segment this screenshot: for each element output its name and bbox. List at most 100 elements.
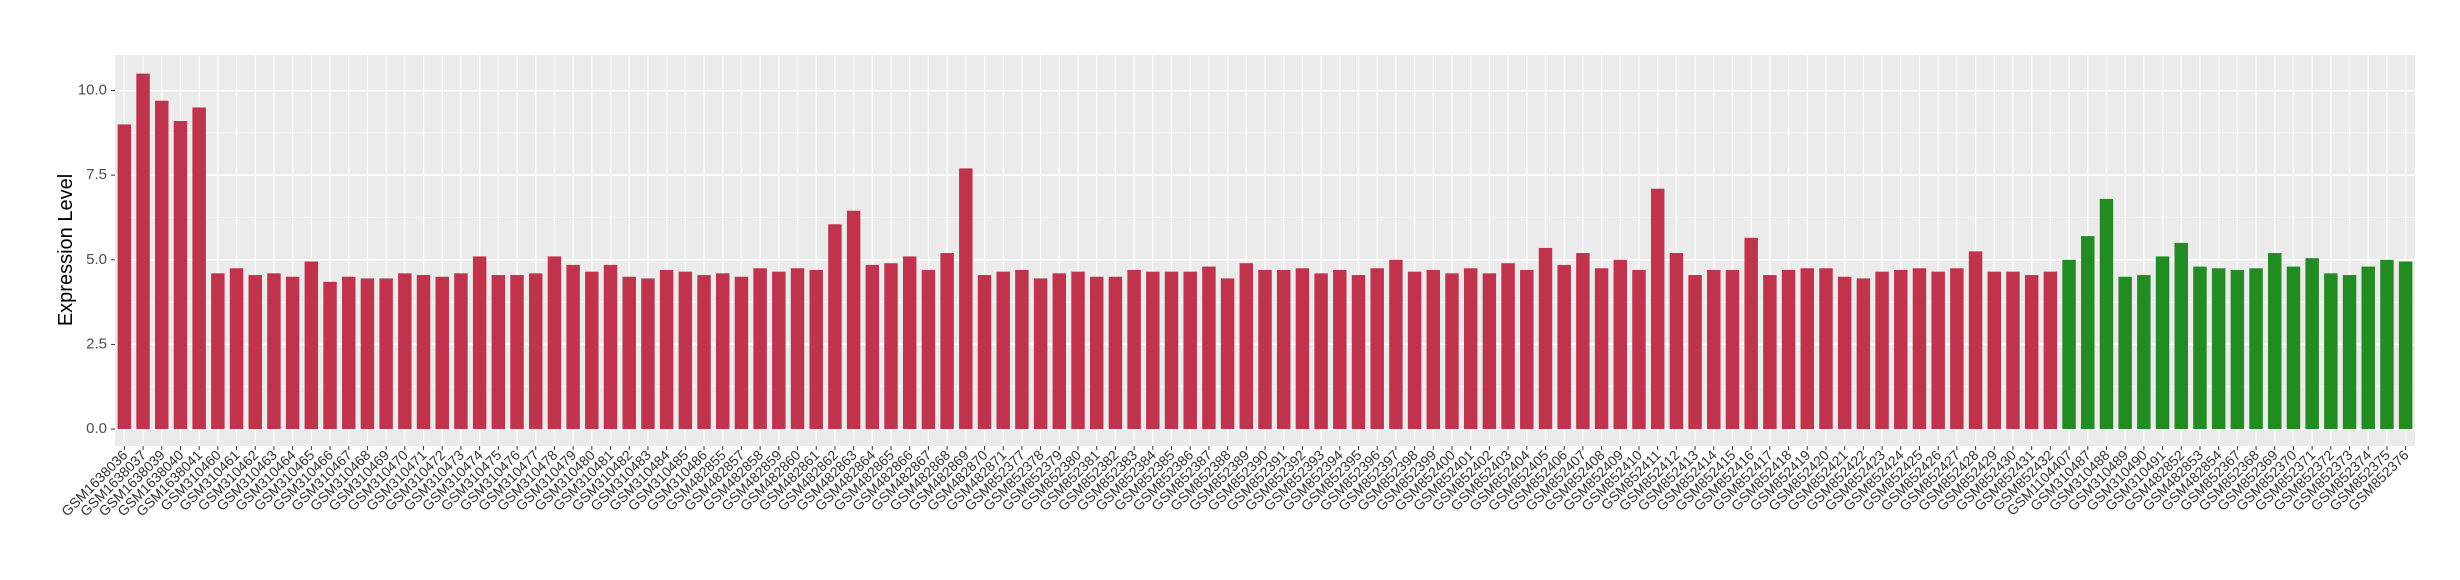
bar	[360, 278, 375, 430]
bar	[2024, 275, 2039, 430]
bar	[1258, 269, 1272, 430]
bar	[566, 264, 580, 430]
bar	[547, 256, 562, 430]
bar	[155, 100, 169, 430]
bar	[1033, 278, 1048, 430]
bar	[304, 261, 319, 430]
bar	[1164, 271, 1179, 430]
bar	[248, 275, 262, 430]
bar	[211, 273, 225, 430]
bar	[2062, 259, 2076, 430]
bar	[585, 271, 599, 430]
bar	[2193, 266, 2207, 430]
bar	[1071, 271, 1085, 430]
bar	[2249, 268, 2263, 430]
y-axis-title: Expression Level	[55, 174, 77, 326]
bar	[2155, 256, 2170, 430]
bar	[1669, 253, 1684, 430]
bar	[641, 278, 655, 430]
bar	[1800, 268, 1815, 430]
bar	[1426, 269, 1441, 430]
bar	[1015, 269, 1029, 430]
bar	[2324, 273, 2338, 430]
bar	[1688, 275, 1702, 430]
bar	[1220, 278, 1235, 430]
bar	[921, 269, 936, 430]
bar	[2398, 261, 2413, 430]
bar	[940, 253, 954, 430]
bar	[1781, 269, 1796, 430]
bar	[1445, 273, 1459, 430]
bar	[715, 273, 730, 430]
bar	[267, 273, 281, 430]
bar	[2174, 242, 2188, 430]
bar	[1501, 263, 1515, 430]
bar	[1146, 271, 1160, 430]
bar	[884, 263, 898, 430]
bar	[1968, 251, 1983, 430]
bar	[342, 276, 356, 430]
bar	[1987, 271, 2001, 430]
bar	[1819, 268, 1833, 430]
bar	[1052, 273, 1067, 430]
bar	[1856, 278, 1871, 430]
bar	[323, 281, 337, 430]
bar	[2211, 268, 2226, 430]
bar	[2043, 271, 2058, 430]
bar	[902, 256, 917, 430]
bar	[1707, 269, 1721, 430]
bar	[2118, 276, 2132, 430]
bar	[285, 276, 300, 430]
bar	[734, 276, 749, 430]
bar	[1632, 269, 1646, 430]
bar	[1837, 276, 1852, 430]
bar	[1276, 269, 1291, 430]
bar	[1295, 268, 1310, 430]
bar	[622, 276, 636, 430]
y-tick-label: 7.5	[86, 166, 107, 183]
y-tick-label: 2.5	[86, 335, 107, 352]
bar	[2380, 259, 2394, 430]
bar	[772, 271, 786, 430]
bar	[472, 256, 487, 430]
bar	[809, 269, 823, 430]
y-tick-label: 5.0	[86, 251, 107, 268]
bar	[1389, 259, 1403, 430]
bar	[2137, 275, 2151, 430]
bar	[2230, 269, 2245, 430]
bar	[491, 275, 506, 430]
bar	[117, 124, 132, 430]
bar	[529, 273, 543, 430]
bar	[454, 273, 468, 430]
bar	[996, 271, 1010, 430]
y-tick-label: 10.0	[78, 82, 107, 99]
bar	[1463, 268, 1478, 430]
bar	[697, 275, 711, 430]
bar	[2081, 236, 2095, 430]
bar	[846, 210, 861, 430]
bar	[229, 268, 244, 430]
bar	[790, 268, 805, 430]
bar	[1557, 264, 1571, 430]
bar	[1520, 269, 1534, 430]
bar	[1370, 268, 1384, 430]
bar	[1108, 276, 1123, 430]
bar	[2361, 266, 2375, 430]
bar	[1912, 268, 1927, 430]
bar	[977, 275, 992, 430]
bar	[1333, 269, 1347, 430]
y-tick-label: 0.0	[86, 420, 107, 437]
bar	[1202, 266, 1216, 430]
bar	[435, 276, 449, 430]
bar	[1239, 263, 1254, 430]
bar	[1351, 275, 1366, 430]
bar	[398, 273, 412, 430]
bar	[659, 269, 674, 430]
bar	[1744, 237, 1758, 430]
bar	[416, 275, 431, 430]
bar	[1725, 269, 1740, 430]
bar	[603, 264, 618, 430]
bar	[1314, 273, 1328, 430]
bar	[1594, 268, 1609, 430]
bar	[678, 271, 693, 430]
